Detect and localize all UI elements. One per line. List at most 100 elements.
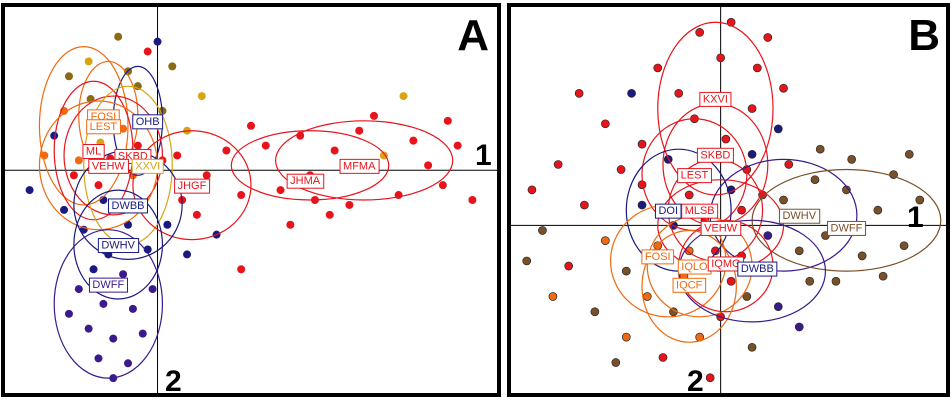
- data-point-b-48: [711, 246, 720, 256]
- data-point-a-19: [202, 171, 211, 180]
- data-point-b-73: [747, 149, 757, 159]
- group-label-jhgf-a: JHGF: [174, 178, 211, 194]
- group-label-text: FOSI: [645, 251, 671, 263]
- group-label-text: IQMG: [711, 258, 740, 270]
- group-label-dwbb-b: DWBB: [737, 261, 778, 277]
- data-point-a-58: [138, 329, 147, 338]
- group-label-box: [699, 91, 732, 107]
- group-label-text: VEHW: [704, 222, 738, 234]
- group-label-box: [737, 261, 778, 277]
- data-point-a-51: [89, 265, 98, 274]
- group-label-text: VEHW: [92, 160, 126, 172]
- group-label-dwff-b: DWFF: [827, 220, 867, 236]
- data-point-b-41: [847, 155, 857, 164]
- data-point-a-43: [443, 116, 452, 125]
- data-point-b-6: [637, 139, 647, 149]
- group-label-box: [778, 208, 821, 224]
- data-point-b-24: [742, 292, 752, 301]
- group-label-box: [700, 220, 742, 236]
- group-label-text: DWHV: [101, 240, 135, 252]
- data-point-a-21: [237, 191, 246, 200]
- data-point-b-45: [904, 149, 914, 159]
- data-point-a-25: [276, 186, 285, 195]
- group-label-text: LEST: [681, 170, 709, 182]
- group-label-text: JHGF: [178, 180, 207, 192]
- data-point-a-59: [94, 354, 103, 363]
- data-point-b-0: [695, 28, 705, 37]
- data-point-b-20: [642, 292, 652, 301]
- group-ellipse-lest-a: [38, 45, 129, 206]
- data-point-a-62: [64, 309, 73, 318]
- group-label-mfma-a: MFMA: [339, 158, 380, 174]
- data-point-b-28: [621, 332, 631, 342]
- group-label-dwhv-a: DWHV: [97, 238, 140, 254]
- group-label-text: LEST: [90, 121, 118, 133]
- data-point-a-20: [222, 146, 231, 155]
- data-point-a-16: [114, 32, 123, 41]
- data-point-a-29: [330, 146, 339, 155]
- panel-label-a: A: [457, 11, 489, 60]
- data-point-b-37: [873, 205, 883, 215]
- group-ellipse-iqcf-b: [641, 229, 737, 343]
- group-label-text: IQCF: [676, 279, 703, 291]
- group-label-dwhv-b: DWHV: [778, 208, 821, 224]
- data-point-a-37: [438, 181, 447, 190]
- data-point-b-63: [611, 358, 621, 367]
- data-point-b-27: [590, 307, 600, 317]
- data-point-a-13: [25, 186, 34, 195]
- data-point-b-51: [763, 231, 773, 240]
- data-point-a-55: [128, 304, 137, 313]
- axis-2-label-a: 2: [165, 365, 182, 397]
- data-point-a-72: [197, 92, 206, 101]
- group-label-lest-a: LEST: [86, 119, 121, 135]
- group-label-xxvi-a: XXVI: [131, 158, 164, 174]
- data-point-a-31: [355, 126, 364, 135]
- data-point-b-33: [810, 175, 820, 185]
- data-point-a-3: [64, 72, 73, 81]
- data-point-a-9: [50, 131, 59, 140]
- data-point-a-50: [143, 245, 152, 254]
- group-label-text: DOI: [658, 205, 678, 217]
- data-point-b-15: [580, 200, 589, 210]
- data-point-b-46: [815, 144, 825, 154]
- data-point-a-8: [133, 82, 142, 91]
- data-point-b-60: [553, 160, 563, 169]
- data-point-b-53: [737, 205, 746, 215]
- group-label-vehw-b: VEHW: [700, 220, 742, 236]
- axis-1-label-a: 1: [475, 139, 492, 172]
- group-label-box: [88, 158, 129, 174]
- data-point-b-26: [805, 276, 815, 286]
- data-point-a-32: [370, 111, 378, 120]
- data-point-b-55: [721, 134, 731, 144]
- data-point-a-11: [94, 181, 103, 190]
- data-point-b-70: [522, 256, 532, 266]
- data-point-a-73: [173, 151, 182, 160]
- group-label-iqcf-b: IQCF: [672, 277, 707, 293]
- group-label-vehw-a: VEHW: [88, 158, 129, 174]
- group-label-box: [681, 203, 719, 219]
- data-point-b-19: [621, 266, 631, 276]
- data-point-a-66: [133, 141, 142, 150]
- group-label-skbd-b: SKBD: [696, 147, 734, 163]
- data-point-b-31: [747, 342, 757, 352]
- data-point-a-57: [109, 334, 118, 343]
- data-point-a-44: [247, 121, 255, 130]
- data-point-a-22: [192, 210, 201, 219]
- group-label-lest-b: LEST: [677, 168, 712, 184]
- data-point-a-35: [409, 136, 418, 145]
- group-label-text: JHMA: [290, 175, 321, 187]
- data-point-b-39: [899, 241, 909, 251]
- group-label-box: [672, 277, 707, 293]
- data-point-b-17: [564, 261, 574, 271]
- group-label-mlsb-b: MLSB: [681, 203, 719, 219]
- data-point-b-58: [653, 63, 663, 73]
- group-label-box: [108, 198, 148, 214]
- group-label-fosi-b: FOSI: [641, 249, 675, 265]
- data-point-a-53: [74, 285, 83, 294]
- data-point-a-7: [74, 156, 83, 165]
- data-point-a-30: [345, 200, 354, 209]
- data-point-a-71: [153, 37, 162, 46]
- group-label-jhma-a: JHMA: [286, 173, 325, 189]
- data-point-a-15: [168, 62, 177, 71]
